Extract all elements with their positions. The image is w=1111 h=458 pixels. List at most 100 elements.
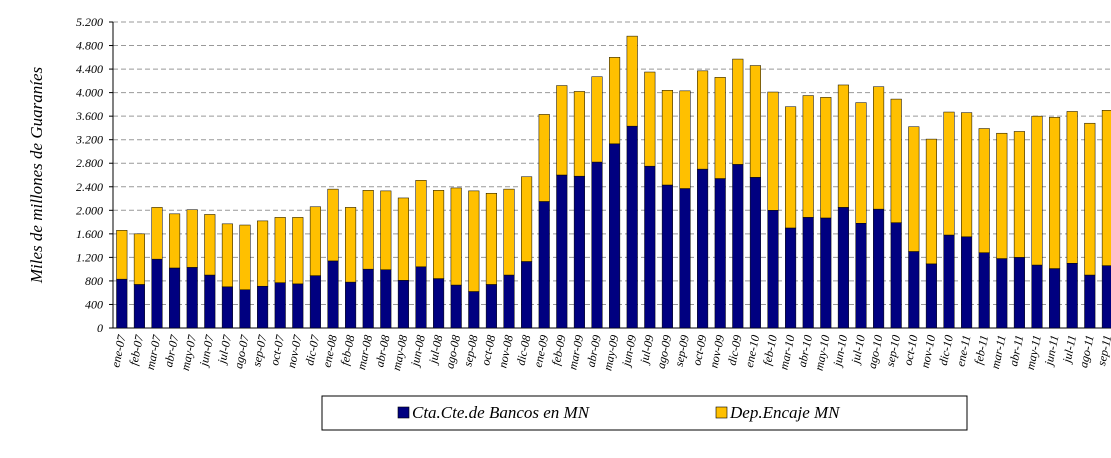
x-tick-label: mar-11 — [988, 334, 1009, 370]
bar-segment — [468, 190, 480, 292]
x-tick-label: jun-08 — [407, 334, 428, 370]
y-tick-label: 3.600 — [75, 109, 103, 123]
bar-segment — [837, 84, 849, 208]
x-tick-label: ago-11 — [1076, 334, 1097, 369]
bar-segment — [345, 207, 357, 283]
y-tick-label: 1.600 — [76, 227, 103, 241]
x-tick-label: sep-07 — [249, 333, 270, 368]
x-tick-label: dic-10 — [936, 334, 956, 367]
bar-segment — [485, 284, 497, 329]
x-tick-label: ene-11 — [953, 334, 973, 368]
x-tick-label: oct-08 — [478, 334, 498, 367]
x-tick-label: jul-08 — [425, 334, 445, 367]
bar-segment — [837, 207, 849, 329]
bar-segment — [890, 98, 902, 223]
bar-segment — [961, 236, 973, 329]
bar-segment — [943, 111, 955, 236]
bar-segment — [573, 91, 585, 177]
x-tick-label: nov-09 — [707, 334, 728, 370]
bar-segment — [221, 286, 233, 329]
bar-segment — [503, 274, 515, 329]
bar-segment — [169, 213, 181, 269]
bar-segment — [943, 234, 955, 329]
y-tick-label: 2.400 — [76, 180, 103, 194]
bar-segment — [327, 188, 339, 262]
x-tick-label: oct-10 — [901, 334, 921, 367]
x-tick-label: oct-07 — [267, 333, 287, 367]
bar-segment — [1013, 257, 1025, 329]
bar-segment — [485, 192, 497, 285]
bar-segment — [609, 143, 621, 329]
x-tick-label: ene-09 — [531, 334, 551, 369]
bar-segment — [116, 278, 128, 329]
bar-segment — [855, 223, 867, 329]
y-tick-label: 2.800 — [76, 156, 103, 170]
bar-segment — [996, 132, 1008, 259]
bar-segment — [679, 90, 691, 189]
x-tick-label: feb-11 — [971, 334, 991, 366]
bar-segment — [204, 214, 216, 276]
bar-segment — [573, 175, 585, 329]
x-tick-label: abr-10 — [795, 334, 815, 369]
x-tick-label: may-10 — [812, 334, 833, 372]
x-tick-label: sep-11 — [1094, 334, 1111, 367]
bar-segment — [433, 278, 445, 329]
bar-segment — [749, 65, 761, 178]
bar-segment — [644, 165, 656, 329]
bar-segment — [116, 230, 128, 280]
y-tick-label: 400 — [85, 297, 103, 311]
bar-segment — [785, 106, 797, 229]
bar-segment — [697, 70, 709, 170]
bar-segment — [978, 252, 990, 329]
bar-segment — [925, 138, 937, 265]
x-tick-label: dic-07 — [302, 333, 322, 367]
bar-segment — [309, 275, 321, 329]
bar-segment — [397, 197, 409, 281]
x-tick-label: oct-09 — [689, 334, 709, 367]
bar-segment — [380, 190, 392, 270]
bar-segment — [468, 291, 480, 329]
bar-segment — [292, 217, 304, 285]
legend-swatch — [397, 406, 410, 419]
y-tick-label: 3.200 — [75, 133, 103, 147]
x-tick-label: ago-09 — [654, 334, 675, 370]
legend-box — [321, 395, 968, 431]
bar-segment — [661, 90, 673, 186]
x-tick-label: may-09 — [600, 334, 621, 372]
bar-segment — [1101, 110, 1111, 266]
bar-segment — [1031, 264, 1043, 329]
bar-segment — [679, 188, 691, 329]
bar-segment — [767, 210, 779, 329]
bar-segment — [274, 282, 286, 329]
bar-segment — [767, 91, 779, 211]
bar-segment — [538, 114, 550, 202]
bar-segment — [503, 188, 515, 276]
y-tick-label: 5.200 — [76, 15, 103, 29]
bar-segment — [274, 217, 286, 283]
bar-segment — [556, 174, 568, 329]
bar-segment — [133, 284, 145, 329]
x-tick-label: nov-08 — [495, 334, 516, 370]
bar-segment — [521, 261, 533, 329]
bar-segment — [697, 168, 709, 329]
bar-segment — [1084, 122, 1096, 276]
x-tick-label: feb-10 — [760, 334, 780, 367]
bar-segment — [239, 224, 251, 290]
bar-segment — [591, 76, 603, 163]
x-tick-label: jun-11 — [1041, 334, 1061, 369]
bar-segment — [802, 95, 814, 218]
bar-segment — [996, 258, 1008, 329]
x-tick-label: jul-11 — [1059, 334, 1079, 366]
x-tick-label: sep-09 — [672, 334, 692, 368]
bar-segment — [186, 209, 198, 268]
bar-segment — [362, 268, 374, 329]
x-tick-label: may-08 — [389, 334, 410, 372]
bar-segment — [925, 263, 937, 329]
bar-segment — [327, 260, 339, 329]
y-axis-label: Miles de millones de Guaraníes — [27, 66, 46, 284]
x-tick-label: jul-07 — [214, 333, 234, 367]
bar-segment — [978, 128, 990, 253]
y-tick-label: 1.200 — [76, 250, 103, 264]
bar-segment — [644, 71, 656, 167]
x-tick-label: feb-09 — [549, 334, 569, 367]
